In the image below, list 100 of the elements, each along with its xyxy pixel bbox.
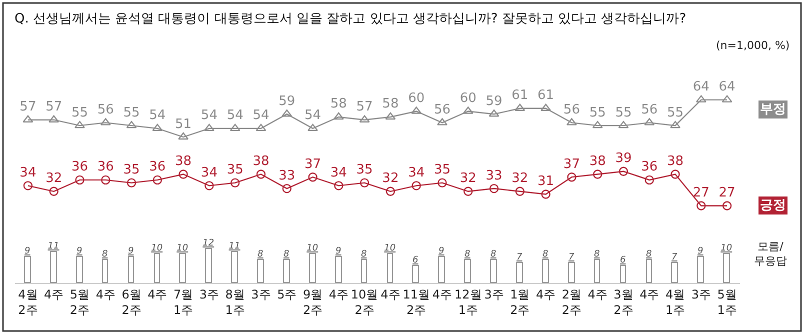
data-label: 32 (46, 171, 62, 186)
bar (387, 253, 393, 283)
bar (412, 265, 419, 283)
data-label: 7 (672, 252, 678, 262)
point (126, 120, 137, 128)
bar (24, 256, 31, 283)
point (515, 186, 525, 196)
data-label: 34 (330, 165, 347, 180)
data-label: 54 (304, 108, 322, 124)
point (489, 184, 499, 194)
point (75, 175, 84, 185)
data-label: 57 (46, 100, 62, 115)
data-label: 27 (692, 185, 710, 200)
x-tick-label: 5월 2주 (70, 287, 90, 317)
bar (697, 256, 704, 283)
data-label: 8 (646, 250, 652, 260)
bar (438, 256, 445, 283)
data-label: 8 (542, 250, 548, 260)
data-label: 55 (666, 105, 684, 120)
x-tick-label: 4주 (96, 287, 116, 302)
data-label: 6 (620, 256, 626, 266)
bar (50, 251, 57, 283)
point (126, 178, 136, 188)
bar (128, 256, 134, 283)
data-label: 8 (594, 250, 600, 260)
x-tick-label: 4주 (44, 287, 64, 302)
data-label: 32 (460, 171, 476, 186)
point (256, 170, 266, 179)
point (204, 124, 214, 132)
point (282, 184, 292, 194)
x-tick-label: 4월 2주 (18, 287, 38, 317)
text: (n=1,000, %) (716, 39, 790, 52)
data-label: 6 (412, 256, 418, 266)
data-label: 54 (226, 108, 244, 124)
data-label: 34 (200, 165, 218, 180)
x-tick-label: 3주 (484, 287, 504, 302)
data-label: 36 (97, 160, 114, 175)
bar (490, 259, 497, 283)
point (230, 178, 240, 188)
data-label: 10 (306, 244, 318, 254)
data-label: 56 (563, 102, 580, 118)
data-label: 9 (336, 246, 342, 256)
data-label: 38 (252, 154, 270, 169)
text: 부정 (760, 102, 786, 117)
data-label: 11 (228, 242, 240, 252)
bar (620, 265, 626, 283)
data-label: 36 (641, 160, 658, 175)
x-tick-label: 5월 1주 (717, 287, 737, 317)
point (567, 172, 576, 182)
bar (205, 248, 212, 283)
point (722, 201, 732, 210)
bar (335, 256, 342, 283)
text: 모름/ 무응답 (754, 240, 787, 268)
bar (76, 256, 83, 283)
x-tick-label: 3월 2주 (614, 287, 634, 317)
data-label: 60 (408, 91, 425, 106)
data-label: 32 (382, 171, 399, 186)
x-tick-label: 3주 (251, 287, 271, 302)
data-label: 58 (382, 96, 399, 112)
data-label: 31 (538, 174, 554, 190)
data-label: 11 (48, 242, 60, 252)
x-tick-label: 8월 1주 (225, 287, 245, 317)
data-label: 56 (97, 102, 114, 118)
data-label: 9 (438, 246, 444, 256)
bar (361, 259, 367, 283)
point (74, 120, 85, 128)
point (308, 124, 318, 132)
data-label: 8 (284, 250, 290, 260)
bar (594, 259, 600, 283)
point (178, 170, 188, 179)
x-tick-label: 4주 (328, 287, 348, 302)
x-tick-label: 4주 (432, 287, 452, 302)
data-label: 9 (76, 246, 82, 256)
point (437, 118, 448, 126)
point (256, 124, 266, 132)
data-label: 64 (692, 80, 710, 95)
point (644, 175, 654, 185)
x-tick-label: 9월 2주 (302, 287, 323, 317)
data-label: 8 (361, 250, 367, 260)
data-label: 60 (460, 91, 476, 106)
data-label: 57 (356, 100, 373, 115)
data-label: 9 (24, 246, 30, 256)
bar (542, 259, 549, 283)
data-label: 7 (568, 252, 574, 262)
data-label: 35 (226, 162, 244, 178)
data-label: 37 (563, 156, 580, 172)
chart-title: Q. 선생님께서는 윤석열 대통령이 대통령으로서 일을 잘하고 있다고 생각하십니까? 잘못하고 있다고 생각하십니까? (14, 12, 686, 27)
data-label: 32 (512, 171, 528, 186)
data-label: 54 (200, 108, 218, 124)
data-label: 33 (278, 168, 296, 184)
point (386, 186, 396, 196)
point (385, 112, 396, 120)
data-label: 36 (149, 160, 166, 175)
point (412, 181, 421, 190)
x-tick-label: 4주 (640, 287, 660, 302)
x-tick-label: 4주 (148, 287, 168, 302)
point (670, 120, 680, 128)
point (204, 181, 214, 190)
data-label: 33 (486, 168, 502, 184)
data-label: 58 (330, 96, 347, 112)
